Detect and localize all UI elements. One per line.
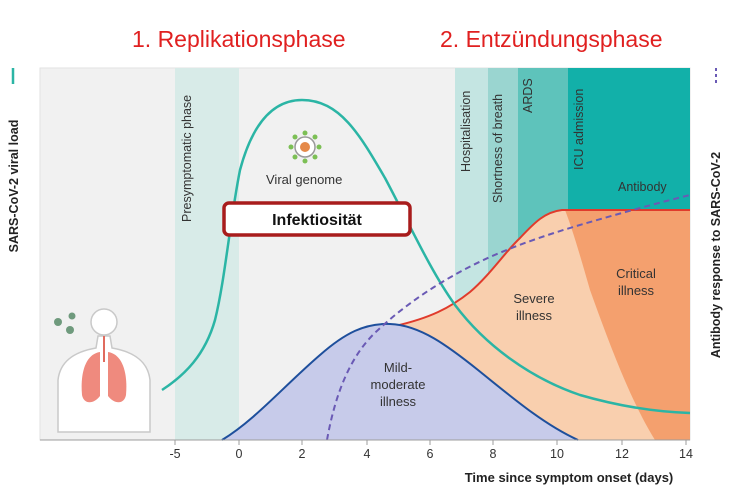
antibody-curve — [326, 194, 691, 441]
right-axis-title: Antibody response to SARS-CoV-2 — [709, 152, 723, 358]
left-axis-title: SARS-CoV-2 viral load — [7, 120, 21, 253]
x-tick-label: 10 — [550, 447, 564, 461]
infectivity-box — [222, 201, 412, 237]
x-tick-label: 8 — [490, 447, 497, 461]
severe-label-line2: illness — [516, 308, 553, 323]
presymptomatic-band — [175, 68, 239, 440]
severe-illness-line — [394, 209, 690, 327]
mild-label-line3: illness — [380, 394, 417, 409]
x-tick-label: 6 — [427, 447, 434, 461]
x-tick-label: 12 — [615, 447, 629, 461]
icu-admission-label: ICU admission — [572, 89, 586, 170]
hospitalisation-label: Hospitalisation — [459, 91, 473, 172]
virus-icon — [288, 130, 322, 164]
viral-genome-label: Viral genome — [266, 172, 342, 187]
critical-label-line2: illness — [618, 283, 655, 298]
x-tick-label: 4 — [364, 447, 371, 461]
antibody-label: Antibody — [618, 180, 667, 194]
human-lungs-icon — [54, 308, 151, 433]
x-tick-label: -5 — [169, 447, 180, 461]
phase-1-title: 1. Replikationsphase — [132, 26, 346, 52]
x-axis-title: Time since symptom onset (days) — [465, 470, 674, 485]
presymptomatic-label: Presymptomatic phase — [180, 95, 194, 222]
mild-label-line2: moderate — [371, 377, 426, 392]
mild-moderate-line — [221, 322, 579, 441]
shortness-of-breath-label: Shortness of breath — [491, 94, 505, 203]
x-tick-label: 14 — [679, 447, 693, 461]
x-axis-ticks: -5 0 2 4 6 8 10 12 14 — [169, 440, 693, 461]
viral-load-curve — [161, 98, 691, 415]
critical-illness-area — [565, 210, 690, 440]
ards-label: ARDS — [521, 78, 535, 113]
infectivity-label: Infektiosität — [272, 212, 362, 229]
x-tick-label: 2 — [299, 447, 306, 461]
mild-label-line1: Mild- — [384, 360, 412, 375]
mild-moderate-area — [222, 323, 578, 440]
phase-2-title: 2. Entzündungsphase — [440, 26, 663, 52]
severe-label-line1: Severe — [513, 291, 554, 306]
critical-label-line1: Critical — [616, 266, 656, 281]
x-tick-label: 0 — [236, 447, 243, 461]
